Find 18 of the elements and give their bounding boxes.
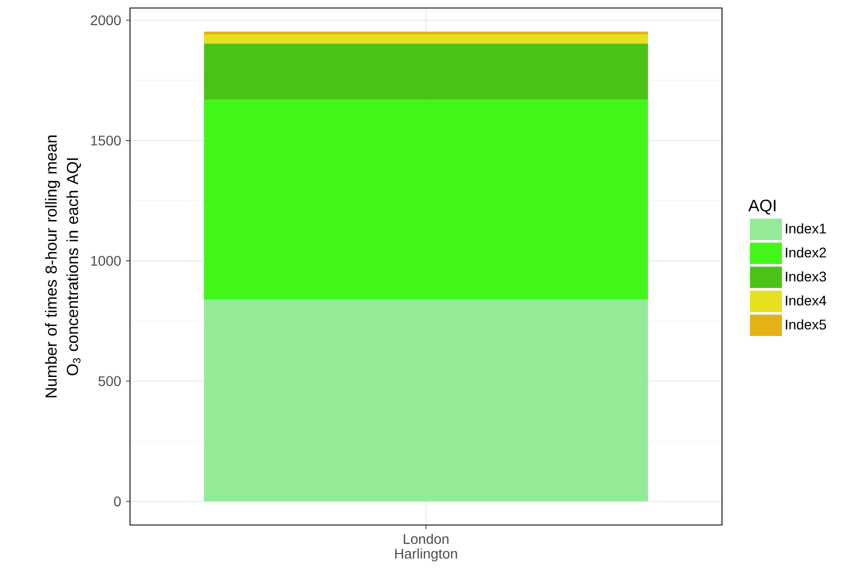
bar: [204, 34, 648, 44]
legend-label: Index2: [786, 247, 826, 258]
x-tick-label: London Harlington: [395, 534, 457, 562]
y-tick-label: 2000: [90, 15, 121, 26]
y-tick-label: 1000: [91, 256, 121, 266]
y-tick-label: 1500: [91, 136, 121, 146]
legend-label: Index3: [786, 271, 826, 282]
legend-title: AQI: [748, 200, 776, 214]
bar: [204, 300, 648, 502]
bar: [204, 44, 648, 100]
legend-label: Index4: [786, 295, 826, 306]
y-axis-title: Number of times 8-hour rolling mean O$_{3}$ concentrations in each AQI: [45, 136, 82, 398]
legend-label: Index5: [786, 319, 826, 330]
bar: [204, 32, 648, 34]
y-tick-label: 0: [114, 496, 121, 506]
y-tick-label: 500: [98, 376, 121, 386]
legend-label: Index1: [786, 223, 826, 234]
bar: [204, 100, 648, 300]
